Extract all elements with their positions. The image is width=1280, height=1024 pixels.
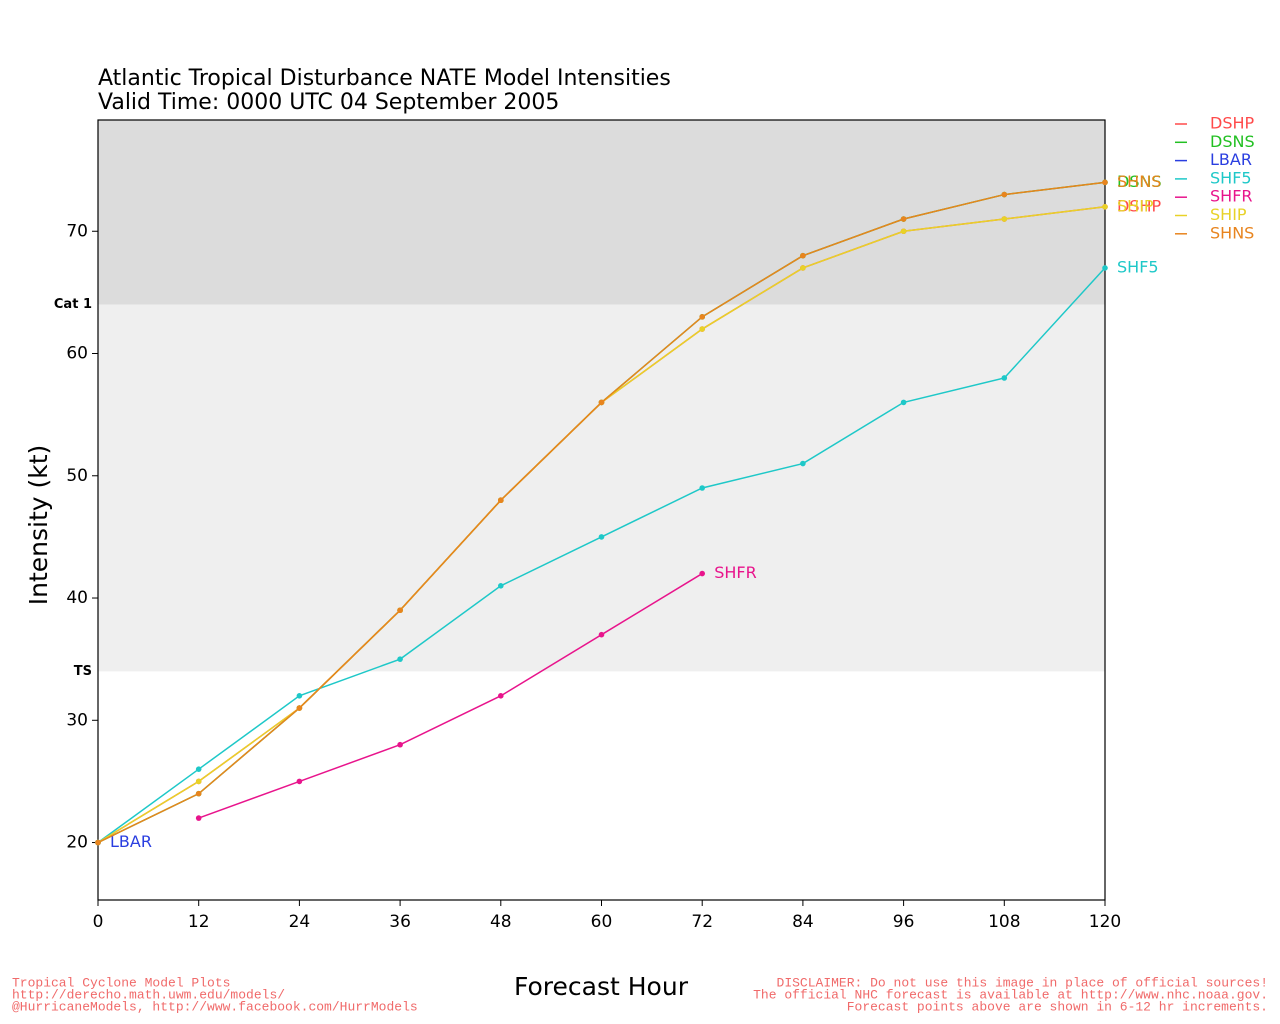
end-label: DSHP bbox=[1117, 196, 1162, 215]
x-tick-label: 60 bbox=[591, 912, 613, 932]
x-tick-label: 24 bbox=[289, 912, 311, 932]
legend-label: DSNS bbox=[1210, 132, 1255, 151]
x-tick-label: 72 bbox=[691, 912, 713, 932]
data-point bbox=[95, 839, 101, 846]
y-tick-label: 30 bbox=[66, 710, 88, 730]
legend-label: SHFR bbox=[1210, 187, 1253, 206]
data-point bbox=[498, 693, 504, 699]
data-point bbox=[900, 399, 907, 406]
data-point bbox=[800, 460, 806, 467]
data-point bbox=[195, 790, 202, 797]
legend-label: LBAR bbox=[1210, 150, 1252, 169]
chart-subtitle: Valid Time: 0000 UTC 04 September 2005 bbox=[98, 90, 559, 115]
y-tick-label: 60 bbox=[66, 344, 88, 364]
end-label: SHIP bbox=[1117, 196, 1154, 215]
data-point bbox=[195, 766, 202, 772]
footer-text: The official NHC forecast is available a… bbox=[753, 987, 1268, 1002]
data-point bbox=[1001, 375, 1008, 381]
end-label: SHNS bbox=[1117, 172, 1161, 191]
footer-text: Tropical Cyclone Model Plots bbox=[12, 975, 230, 990]
data-point bbox=[397, 656, 403, 662]
x-tick-label: 96 bbox=[893, 912, 915, 932]
data-point bbox=[900, 216, 907, 222]
footer-text: @HurricaneModels, http://www.facebook.co… bbox=[12, 999, 418, 1014]
x-axis-label: Forecast Hour bbox=[514, 972, 689, 1001]
data-point bbox=[296, 705, 303, 711]
legend-label: SHIP bbox=[1210, 205, 1247, 224]
data-point bbox=[1102, 204, 1108, 210]
data-point bbox=[1102, 265, 1108, 271]
data-point bbox=[699, 485, 705, 491]
data-point bbox=[1001, 216, 1008, 222]
data-point bbox=[598, 534, 605, 540]
data-point bbox=[1102, 179, 1108, 186]
x-tick-label: 12 bbox=[188, 912, 210, 932]
x-tick-label: 120 bbox=[1089, 912, 1121, 932]
data-point bbox=[296, 693, 303, 699]
series-line bbox=[198, 572, 703, 819]
footer-text: DISCLAIMER: Do not use this image in pla… bbox=[777, 975, 1268, 990]
end-label: SHFR bbox=[714, 563, 757, 582]
data-point bbox=[1001, 191, 1008, 198]
intensity-band bbox=[98, 120, 1105, 305]
y-tick-label: 70 bbox=[66, 221, 88, 241]
chart-title: Atlantic Tropical Disturbance NATE Model… bbox=[98, 66, 671, 91]
legend-label: SHF5 bbox=[1210, 168, 1252, 187]
y-tick-label: 20 bbox=[66, 833, 88, 853]
data-point bbox=[598, 399, 605, 406]
x-tick-label: 48 bbox=[490, 912, 512, 932]
end-label: LBAR bbox=[110, 832, 152, 851]
data-point bbox=[699, 570, 705, 577]
data-point bbox=[397, 607, 403, 614]
data-point bbox=[699, 314, 705, 320]
y-axis-label: Intensity (kt) bbox=[24, 445, 53, 606]
data-point bbox=[498, 582, 504, 589]
band-label: Cat 1 bbox=[54, 297, 92, 312]
end-label: SHF5 bbox=[1117, 257, 1159, 276]
data-point bbox=[397, 741, 403, 748]
y-tick-label: 40 bbox=[66, 588, 88, 608]
data-point bbox=[296, 778, 303, 785]
footer-text: http://derecho.math.uwm.edu/models/ bbox=[12, 987, 285, 1002]
x-tick-label: 108 bbox=[988, 912, 1020, 932]
data-point bbox=[699, 326, 705, 332]
footer-text: Forecast points above are shown in 6-12 … bbox=[847, 999, 1268, 1014]
data-point bbox=[195, 778, 202, 785]
legend-label: DSHP bbox=[1210, 114, 1255, 133]
end-label: DSNS bbox=[1117, 172, 1162, 191]
x-tick-label: 84 bbox=[792, 912, 814, 932]
data-point bbox=[195, 815, 202, 821]
band-label: TS bbox=[74, 664, 92, 679]
data-point bbox=[498, 497, 504, 504]
x-tick-label: 36 bbox=[389, 912, 411, 932]
legend-label: SHNS bbox=[1210, 223, 1254, 242]
x-tick-label: 0 bbox=[93, 912, 104, 932]
y-tick-label: 50 bbox=[66, 466, 88, 486]
data-point bbox=[800, 252, 806, 259]
data-point bbox=[900, 228, 907, 235]
data-point bbox=[800, 265, 806, 271]
data-point bbox=[598, 631, 605, 638]
intensity-band bbox=[98, 304, 1105, 672]
